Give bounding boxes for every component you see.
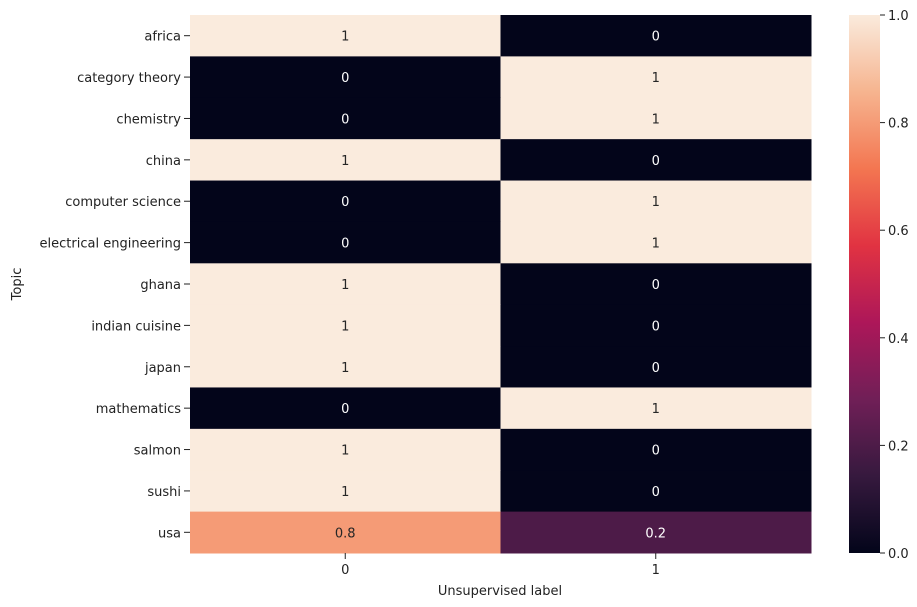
y-axis-title: Topic bbox=[10, 268, 25, 302]
x-tick-label: 0 bbox=[341, 563, 349, 578]
cell-value-label: 0 bbox=[652, 278, 660, 293]
y-tick-label: electrical engineering bbox=[40, 237, 181, 252]
y-tick-label: chemistry bbox=[116, 112, 181, 127]
heatmap-cell bbox=[500, 263, 812, 306]
heatmap-cell bbox=[190, 139, 501, 182]
heatmap-cell bbox=[190, 97, 501, 140]
heatmap-cell bbox=[500, 428, 812, 471]
cell-value-label: 0 bbox=[341, 112, 349, 127]
heatmap-cell bbox=[500, 304, 812, 347]
y-tick-label: usa bbox=[158, 526, 181, 541]
y-tick-label: indian cuisine bbox=[91, 319, 181, 334]
x-axis-title: Unsupervised label bbox=[438, 584, 562, 599]
heatmap-cell bbox=[500, 180, 812, 223]
cell-value-label: 1 bbox=[341, 485, 349, 500]
y-axis-ticks: africa category theory chemistry china compu… bbox=[40, 30, 190, 541]
y-tick-label: sushi bbox=[147, 485, 181, 500]
y-tick-label: mathematics bbox=[96, 402, 181, 417]
y-tick-label: ghana bbox=[140, 278, 181, 293]
y-tick-label: japan bbox=[144, 361, 181, 376]
cell-value-label: 0 bbox=[652, 154, 660, 169]
cell-value-label: 1 bbox=[341, 319, 349, 334]
heatmap-cell bbox=[500, 346, 812, 388]
heatmap-cells: 1 0 0 1 0 1 1 0 0 1 0 1 1 0 1 0 1 0 0 1 1 0 1 0 0.8 0.2 bbox=[190, 15, 812, 554]
heatmap-cell bbox=[500, 56, 812, 99]
cell-value-label: 1 bbox=[652, 237, 660, 252]
cell-value-label: 0 bbox=[652, 485, 660, 500]
heatmap-cell bbox=[190, 304, 501, 347]
x-tick-label: 1 bbox=[652, 563, 660, 578]
heatmap-cell bbox=[500, 221, 812, 264]
colorbar-tick-label: 0.6 bbox=[888, 224, 909, 239]
heatmap-cell bbox=[500, 139, 812, 182]
cell-value-label: 1 bbox=[341, 30, 349, 45]
cell-value-label: 0 bbox=[652, 444, 660, 459]
heatmap-cell bbox=[190, 428, 501, 471]
heatmap-cell bbox=[190, 346, 501, 388]
heatmap-cell bbox=[500, 387, 812, 430]
cell-value-label: 1 bbox=[341, 154, 349, 169]
cell-value-label: 0.2 bbox=[645, 526, 666, 541]
heatmap-cell bbox=[500, 97, 812, 140]
heatmap-cell bbox=[500, 470, 812, 513]
cell-value-label: 0 bbox=[341, 195, 349, 210]
colorbar bbox=[849, 15, 880, 553]
heatmap-cell bbox=[190, 56, 501, 99]
heatmap-cell bbox=[190, 470, 501, 513]
cell-value-label: 0 bbox=[341, 402, 349, 417]
cell-value-label: 0 bbox=[341, 71, 349, 86]
cell-value-label: 0 bbox=[341, 237, 349, 252]
colorbar-tick-label: 1.0 bbox=[888, 9, 909, 24]
y-tick-label: category theory bbox=[77, 71, 181, 86]
heatmap-cell bbox=[500, 511, 812, 554]
heatmap-cell bbox=[190, 387, 501, 430]
cell-value-label: 0.8 bbox=[335, 526, 356, 541]
colorbar-tick-label: 0.0 bbox=[888, 547, 909, 562]
y-tick-label: africa bbox=[144, 30, 181, 45]
cell-value-label: 0 bbox=[652, 319, 660, 334]
cell-value-label: 1 bbox=[652, 195, 660, 210]
y-tick-label: salmon bbox=[134, 444, 181, 459]
y-tick-label: computer science bbox=[65, 195, 181, 210]
heatmap-cell bbox=[190, 511, 501, 554]
cell-value-label: 1 bbox=[341, 361, 349, 376]
cell-value-label: 1 bbox=[341, 444, 349, 459]
y-tick-label: china bbox=[146, 154, 181, 169]
colorbar-tick-label: 0.4 bbox=[888, 332, 909, 347]
heatmap-cell bbox=[190, 221, 501, 264]
cell-value-label: 1 bbox=[341, 278, 349, 293]
cell-value-label: 1 bbox=[652, 112, 660, 127]
cell-value-label: 1 bbox=[652, 71, 660, 86]
colorbar-tick-label: 0.2 bbox=[888, 439, 909, 454]
colorbar-ticks: 0.0 0.2 0.4 0.6 0.8 1.0 bbox=[880, 9, 909, 562]
heatmap-cell bbox=[190, 15, 501, 57]
colorbar-tick-label: 0.8 bbox=[888, 117, 909, 132]
heatmap-cell bbox=[190, 180, 501, 223]
heatmap-cell bbox=[500, 15, 812, 57]
cell-value-label: 0 bbox=[652, 361, 660, 376]
heatmap-cell bbox=[190, 263, 501, 306]
cell-value-label: 0 bbox=[652, 30, 660, 45]
cell-value-label: 1 bbox=[652, 402, 660, 417]
